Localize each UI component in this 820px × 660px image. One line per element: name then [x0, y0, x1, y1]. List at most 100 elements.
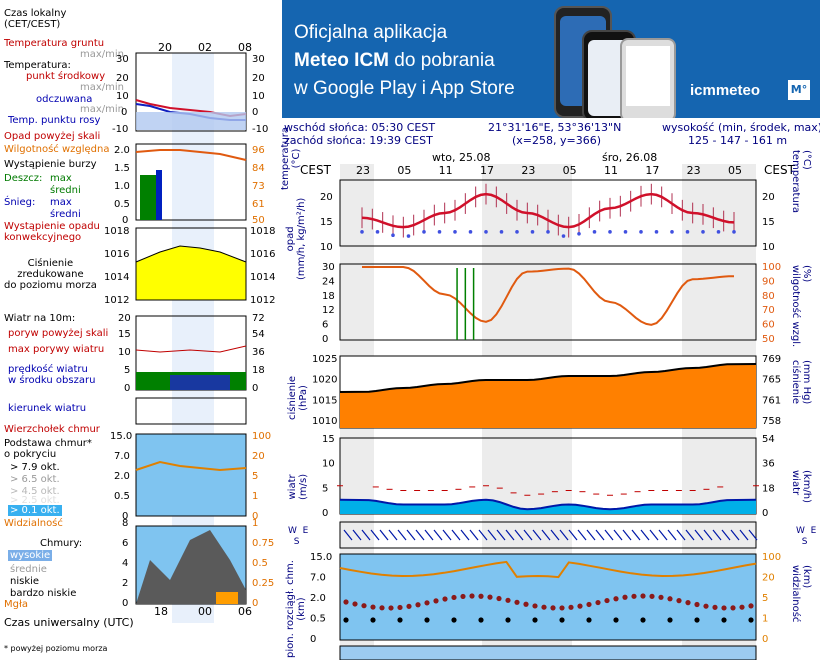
temp-right-label: (°C) temperatura [790, 150, 812, 214]
icm-logo-badge[interactable]: M° [788, 80, 810, 100]
banner-line-2-rest: do pobrania [394, 50, 495, 71]
legend-temp-tick-5: -10 [112, 124, 129, 135]
legend-gusts-over: poryw powyżej skali [8, 328, 109, 339]
cloud-base-dot [568, 604, 574, 610]
legend-cc-tick-l2: 6 [122, 538, 129, 549]
legend-high: wysokie [8, 550, 53, 561]
dew-point-dot [515, 230, 519, 234]
dew-point-dot [732, 230, 736, 234]
pressure-tick-right: 769 [762, 354, 781, 365]
wind-tick-left: 0 [322, 508, 328, 519]
legend-hum-tick-r3: 73 [252, 181, 265, 192]
legend-cloud-top: Wierzchołek chmur [4, 424, 100, 435]
legend-temperature: Temperatura: [4, 60, 71, 71]
cloud-base-dot [748, 617, 754, 623]
pressure-tick-left: 1025 [312, 354, 337, 365]
cloud-base-dot [586, 601, 592, 608]
legend-convective: Wystąpienie opadu konwekcyjnego [4, 221, 100, 243]
grid-text: (x=258, y=366) [512, 134, 602, 147]
cloud-base-dot [694, 617, 700, 623]
wind-arrow [577, 529, 587, 541]
legend-cloud-box [135, 433, 247, 517]
dew-point-dot [716, 230, 721, 234]
legend-visibility: Widzialność [4, 518, 63, 529]
cloud-base-dot [613, 617, 619, 623]
legend-hum-tick-l1: 2.0 [114, 145, 130, 156]
cloud-base-dot [667, 617, 673, 623]
wind-arrow [568, 529, 578, 541]
legend-hum-tick-r1: 96 [252, 145, 265, 156]
cloud-base-dot [532, 617, 538, 623]
legend-utc-tick-1: 18 [154, 605, 168, 618]
wind-arrow [496, 529, 506, 541]
cloud-base-dot [406, 603, 412, 609]
pressure-tick-left: 1020 [312, 375, 337, 386]
wind-arrow [406, 529, 416, 541]
cloud-base-dot [622, 594, 628, 600]
legend-cloud-tick-l1: 15.0 [110, 431, 133, 442]
legend-okt79: > 7.9 okt. [10, 462, 60, 473]
cloud-base-dot [667, 596, 673, 602]
legend-pres-tick-r2: 1016 [250, 249, 276, 260]
hour-label: 17 [645, 164, 659, 177]
wind-arrow [613, 529, 623, 541]
wind-arrow [523, 529, 533, 541]
cloud-tick-left: 0.5 [310, 614, 326, 625]
humidity-tick-right: 50 [762, 334, 775, 345]
legend-okt65: > 6.5 okt. [10, 474, 60, 485]
dew-point-dot [561, 234, 566, 238]
cloud-base-dot [595, 599, 601, 606]
wind-arrow [739, 529, 749, 541]
legend-temp-tick-2: 20 [116, 73, 129, 84]
legend-okt25: > 2.5 okt. [10, 495, 60, 506]
legend-hum-tick-r4: 61 [252, 199, 265, 210]
legend-fog-bars [216, 592, 238, 604]
legend-temp-box [135, 52, 247, 132]
legend-cloud-tick-l5: 0 [122, 511, 129, 522]
cloud-tick-left: 0 [310, 634, 316, 645]
hour-label: 23 [687, 164, 701, 177]
cloud-base-dot [640, 617, 646, 623]
wind-arrow [703, 529, 713, 541]
wind-arrow [379, 529, 389, 541]
legend-footnote: * powyżej poziomu morza [4, 644, 108, 653]
dew-point-dot [406, 234, 411, 238]
wind-arrow [676, 529, 686, 541]
legend-utc-tick-3: 06 [238, 605, 252, 618]
legend-hum-tick-r2: 84 [252, 163, 265, 174]
dew-point-dot [608, 230, 612, 234]
precip-tick-left: 18 [322, 291, 335, 302]
legend-pres-tick-l1: 1018 [104, 226, 130, 237]
legend-humidity-box [135, 143, 247, 221]
legend-pres-tick-r1: 1018 [250, 226, 276, 237]
cloud-base-dot [523, 601, 529, 607]
visibility-tick-right: 100 [762, 552, 781, 563]
icm-logo[interactable]: icmmeteo [690, 82, 761, 99]
coords-text: 21°31'16"E, 53°36'13"N [488, 121, 622, 134]
compass-left: W E S [288, 526, 309, 547]
app-promo-banner[interactable]: Oficjalna aplikacja Meteo ICM do pobrani… [282, 0, 820, 118]
temperature-panel [339, 179, 757, 247]
cloud-base-dot [352, 601, 358, 607]
dew-point-dot [701, 230, 705, 234]
legend-okt45: > 4.5 okt. [10, 486, 60, 497]
legend-cc-tick-r3: 0.5 [252, 558, 268, 569]
legend-wind-speed: prędkość wiatru w środku obszaru [8, 364, 96, 386]
dew-point-dot [623, 230, 628, 234]
wind-arrow [541, 529, 551, 541]
legend-pres-tick-l4: 1012 [104, 295, 130, 306]
cloud-base-dot [739, 604, 745, 610]
legend-wind-dir: kierunek wiatru [8, 403, 87, 414]
dew-point-dot [685, 230, 690, 234]
day-label-2: śro, 26.08 [602, 151, 657, 164]
legend-temp-tick-r2: 20 [252, 73, 265, 84]
legend-rain: Deszcz: [4, 173, 43, 184]
wind-arrow [487, 529, 497, 541]
clouds-axis-label-right: (km) widzialność [790, 565, 812, 623]
cloud-base-dot [496, 595, 502, 602]
legend-cc-tick-r2: 0.75 [252, 538, 275, 549]
wind-arrow [361, 529, 371, 541]
cloud-base-dot [721, 617, 727, 623]
humidity-line [362, 266, 735, 326]
legend-visibility-line [135, 460, 247, 472]
